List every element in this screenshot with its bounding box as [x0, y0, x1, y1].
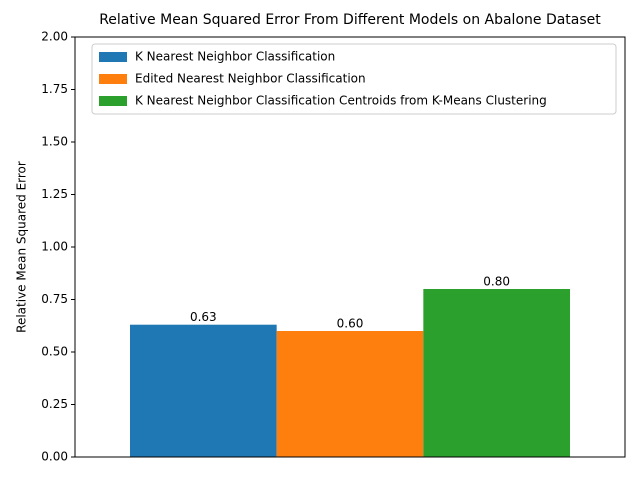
y-tick-label: 2.00 [41, 30, 68, 44]
value-label: 0.80 [483, 275, 510, 289]
y-tick-label: 0.00 [41, 450, 68, 464]
legend-label: K Nearest Neighbor Classification Centro… [135, 94, 547, 108]
legend-label: K Nearest Neighbor Classification [135, 50, 335, 64]
legend-swatch [99, 52, 127, 62]
bar [276, 331, 424, 457]
y-tick-label: 0.75 [41, 292, 68, 306]
y-tick-label: 1.25 [41, 187, 68, 201]
y-tick-label: 0.50 [41, 345, 68, 359]
chart-title: Relative Mean Squared Error From Differe… [99, 12, 601, 28]
y-tick-label: 1.50 [41, 135, 68, 149]
legend-swatch [99, 96, 127, 106]
y-tick-label: 1.00 [41, 240, 68, 254]
legend-box [91, 43, 617, 115]
y-tick-label: 1.75 [41, 82, 68, 96]
value-label: 0.60 [337, 317, 364, 331]
axes-frame [74, 36, 626, 458]
bar [130, 324, 277, 457]
value-label: 0.63 [190, 310, 217, 324]
bar [423, 289, 570, 457]
y-tick-label: 0.25 [41, 397, 68, 411]
legend-swatch [99, 74, 127, 84]
legend-label: Edited Nearest Neighbor Classification [135, 72, 366, 86]
y-axis-label: Relative Mean Squared Error [15, 161, 29, 333]
